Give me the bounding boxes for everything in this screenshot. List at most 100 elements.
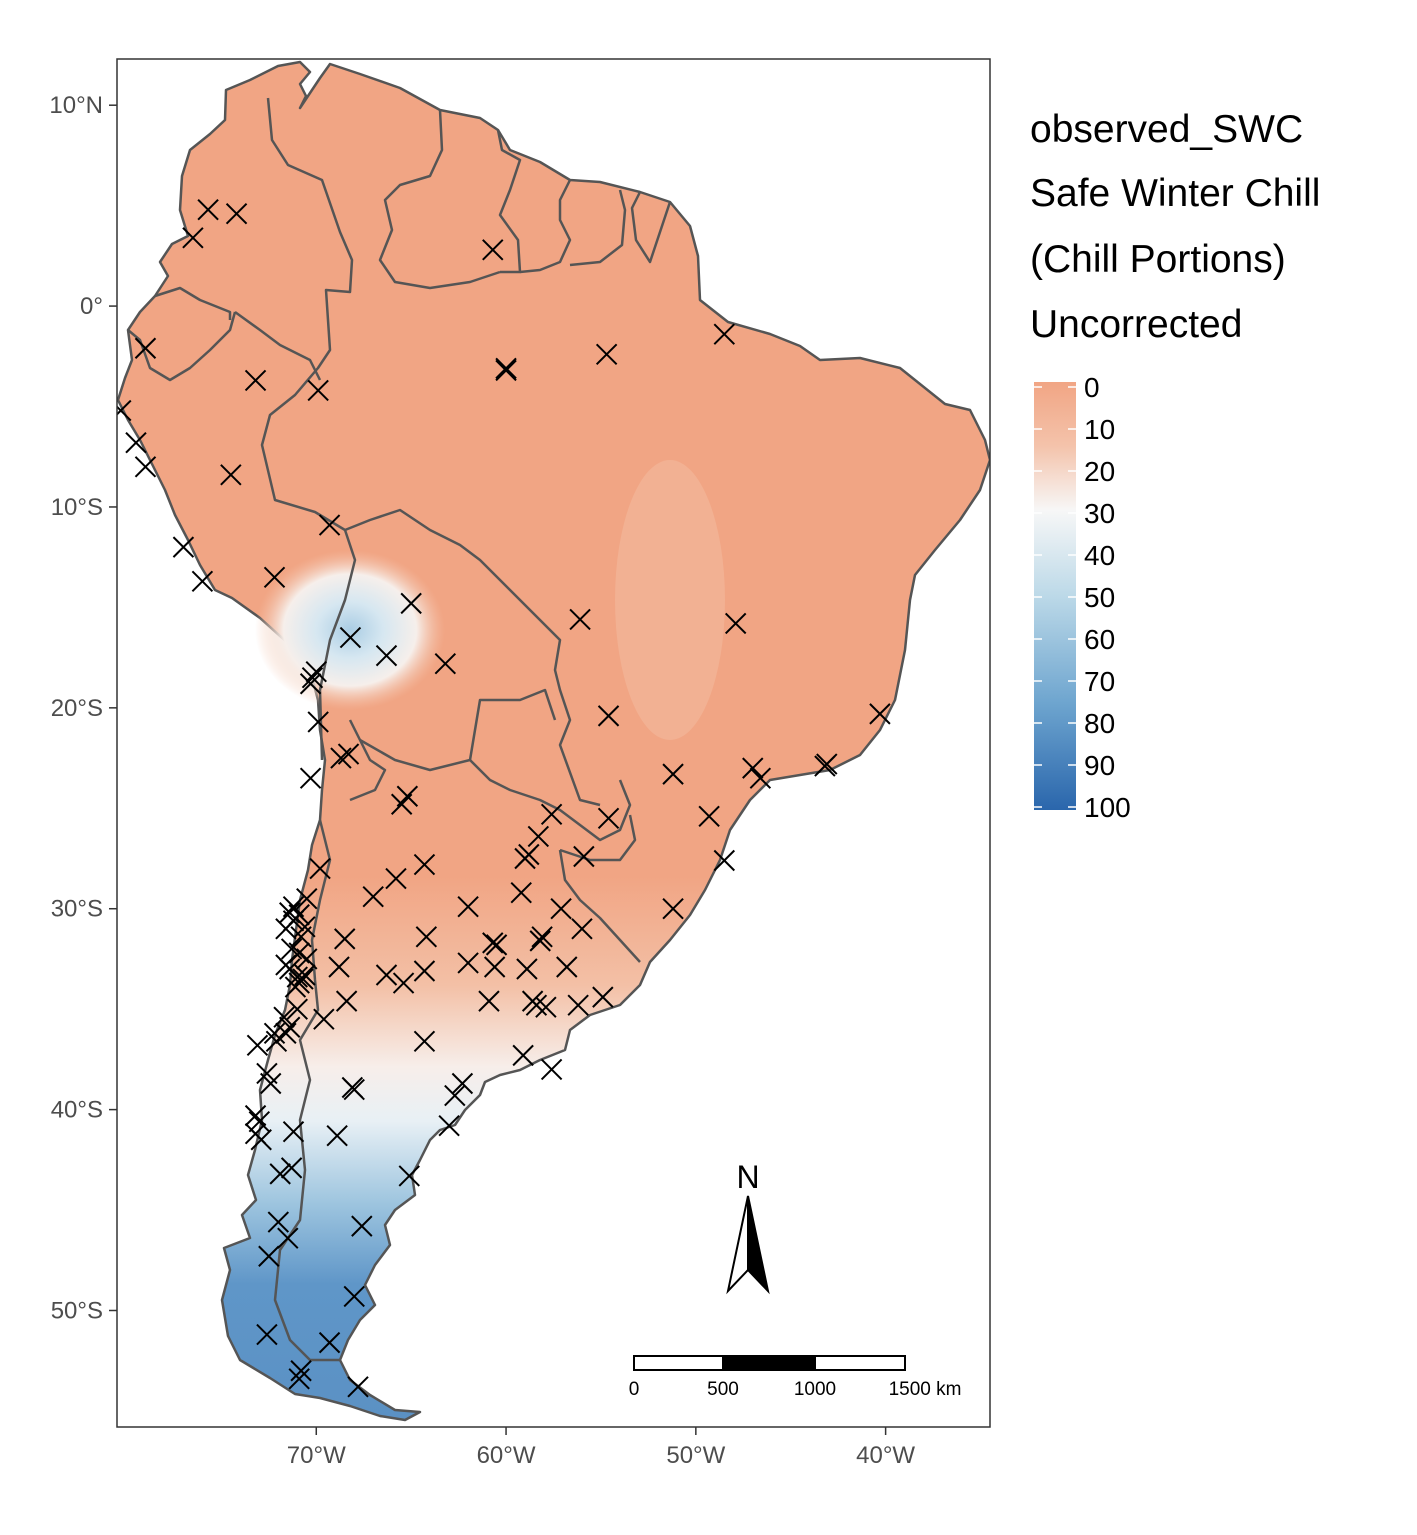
y-tick-label: 20°S xyxy=(51,695,103,722)
x-tick-label: 70°W xyxy=(287,1442,346,1469)
station-marker xyxy=(375,644,398,667)
station-marker xyxy=(457,896,479,918)
panel-border xyxy=(116,58,991,1428)
station-marker xyxy=(258,1245,280,1267)
station-marker xyxy=(510,881,532,904)
station-marker xyxy=(347,1376,369,1398)
station-marker xyxy=(326,1125,348,1147)
x-tick-label: 60°W xyxy=(477,1442,536,1469)
station-marker xyxy=(540,803,563,826)
station-marker xyxy=(275,1022,297,1044)
station-marker xyxy=(328,956,350,978)
station-marker xyxy=(392,972,415,994)
y-tick-label: 30°S xyxy=(51,896,103,923)
station-marker xyxy=(529,930,551,952)
station-marker xyxy=(567,994,589,1016)
station-marker xyxy=(318,1331,341,1354)
station-marker xyxy=(400,592,422,615)
station-marker xyxy=(197,198,219,221)
legend-tick-label: 100 xyxy=(1084,792,1131,823)
station-marker xyxy=(525,994,548,1016)
station-marker xyxy=(334,928,356,950)
legend-tick-label: 50 xyxy=(1084,582,1115,613)
station-marker xyxy=(117,399,132,422)
station-marker xyxy=(351,1215,373,1237)
legend-tick-label: 20 xyxy=(1084,456,1115,487)
station-marker xyxy=(290,1360,312,1382)
station-marker xyxy=(398,1165,420,1187)
station-marker xyxy=(278,958,301,980)
north-arrow: N xyxy=(726,1159,770,1295)
station-marker xyxy=(540,1058,563,1081)
station-marker xyxy=(280,938,303,960)
station-marker xyxy=(299,767,322,789)
station-marker xyxy=(248,1110,271,1133)
scale-segment-1 xyxy=(633,1355,724,1371)
station-marker xyxy=(434,652,457,675)
station-marker xyxy=(343,1078,365,1101)
station-marker xyxy=(749,767,772,789)
station-marker xyxy=(280,1157,303,1179)
station-marker xyxy=(220,464,242,486)
station-marker xyxy=(307,711,329,733)
station-marker xyxy=(267,1211,290,1233)
station-marker xyxy=(282,1120,305,1143)
legend-tick-label: 10 xyxy=(1084,414,1115,445)
station-marker xyxy=(457,952,479,974)
station-marker xyxy=(713,323,736,345)
station-marker xyxy=(495,359,517,382)
station-marker xyxy=(275,918,297,940)
station-marker xyxy=(134,456,157,478)
station-marker xyxy=(662,763,684,785)
station-marker xyxy=(318,514,341,536)
station-marker xyxy=(698,805,720,828)
station-marker xyxy=(191,570,214,592)
legend-tick-label: 60 xyxy=(1084,624,1115,655)
station-marker xyxy=(339,626,362,649)
station-marker xyxy=(495,357,517,380)
x-tick-label: 40°W xyxy=(856,1442,915,1469)
south-america-landmass xyxy=(117,60,990,1422)
scale-segment-2 xyxy=(722,1355,816,1371)
station-marker xyxy=(296,887,318,910)
station-marker xyxy=(482,932,504,954)
x-tick-label: 50°W xyxy=(666,1442,725,1469)
station-marker xyxy=(413,960,436,982)
legend-tick-label: 90 xyxy=(1084,750,1115,781)
legend-title-line-2: Safe Winter Chill xyxy=(1030,172,1321,215)
station-marker xyxy=(482,239,504,261)
station-marker xyxy=(514,847,536,870)
station-marker xyxy=(573,845,595,868)
station-marker xyxy=(305,660,327,683)
station-marker xyxy=(301,667,324,689)
legend-tick-label: 0 xyxy=(1084,372,1100,403)
scale-label-1000: 1000 xyxy=(794,1379,836,1400)
station-marker xyxy=(286,998,309,1020)
legend-title-line-1: observed_SWC xyxy=(1030,108,1304,151)
station-marker xyxy=(313,1008,335,1030)
station-marker xyxy=(483,956,506,978)
station-marker xyxy=(438,1114,460,1137)
station-markers xyxy=(117,198,891,1398)
station-marker xyxy=(260,1072,282,1095)
station-marker xyxy=(571,918,593,940)
station-marker xyxy=(662,898,684,920)
legend-tick-label: 30 xyxy=(1084,498,1115,529)
station-marker xyxy=(742,757,764,779)
station-marker xyxy=(415,926,438,948)
station-marker xyxy=(516,958,538,980)
station-marker xyxy=(595,343,618,366)
station-marker xyxy=(134,337,157,359)
station-marker xyxy=(265,1030,288,1053)
station-marker xyxy=(307,379,329,402)
station-marker xyxy=(413,853,436,876)
highland-anomaly xyxy=(615,460,725,740)
y-tick-label: 40°S xyxy=(51,1097,103,1124)
station-marker xyxy=(284,976,307,998)
scale-label-0: 0 xyxy=(629,1379,640,1400)
station-marker xyxy=(246,1034,269,1057)
station-marker xyxy=(375,964,398,986)
station-marker xyxy=(485,934,508,956)
station-marker xyxy=(362,885,384,908)
